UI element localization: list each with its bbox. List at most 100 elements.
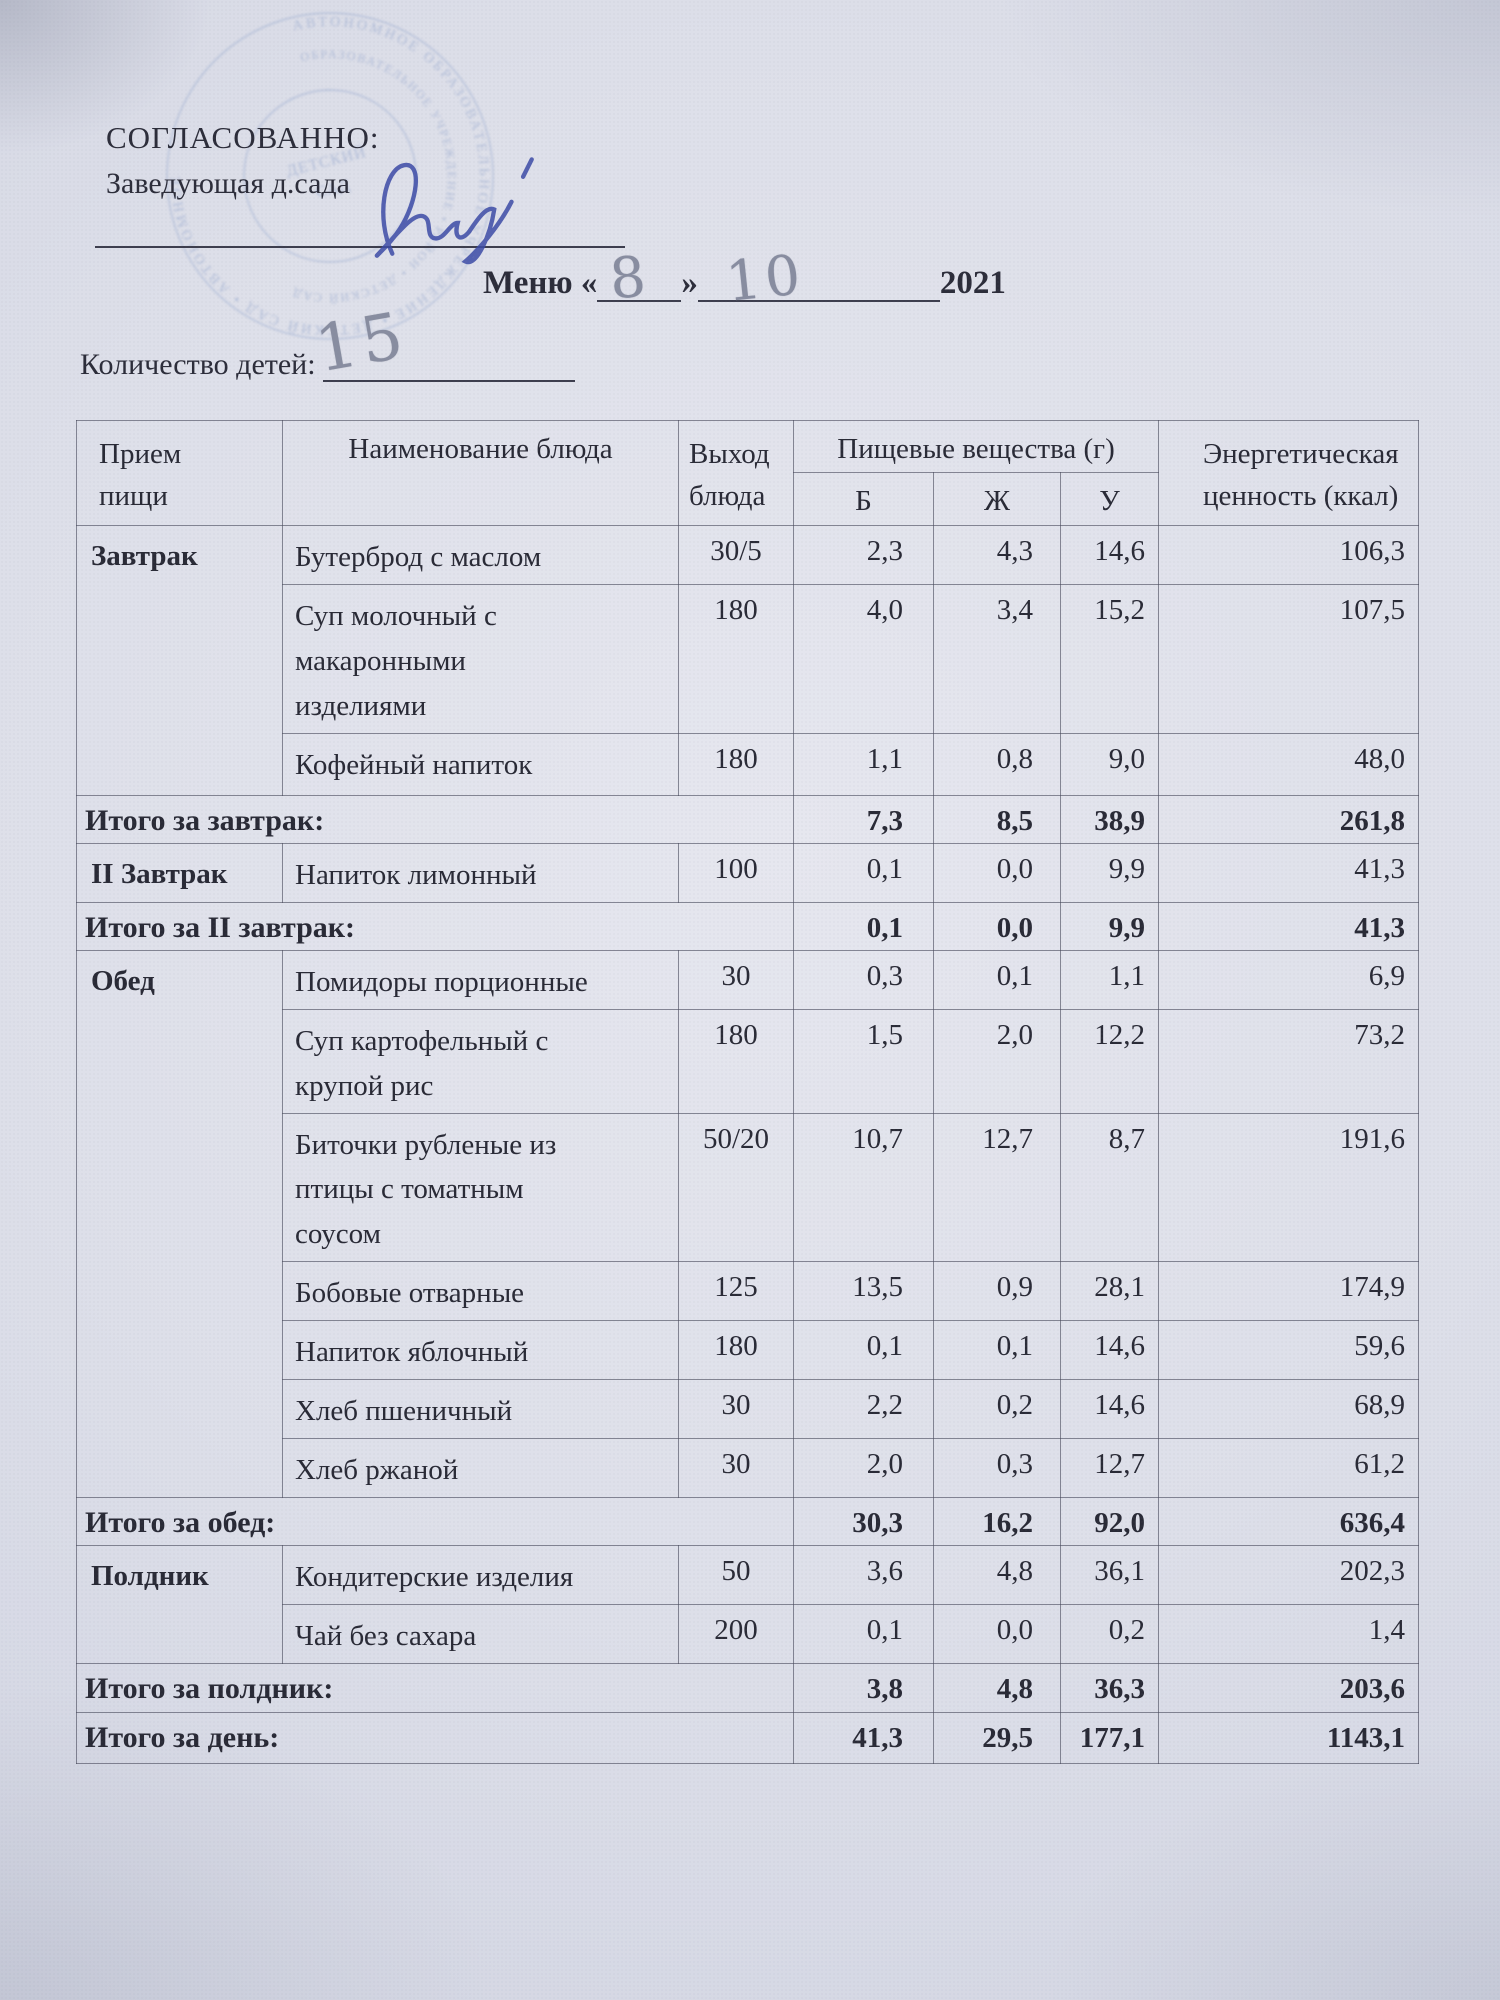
meal-cell: Обед xyxy=(76,949,283,1499)
carbs-total: 9,9 xyxy=(1059,901,1160,951)
fat-cell: 0,3 xyxy=(933,1438,1061,1499)
carbs-total: 36,3 xyxy=(1059,1662,1160,1713)
header-fat: Ж xyxy=(933,472,1061,526)
children-count-line: Количество детей: xyxy=(80,344,576,382)
total-label: Итого за полдник: xyxy=(76,1662,794,1713)
stamp-inner-circle xyxy=(243,89,417,263)
dish-cell: Бутерброд с маслом xyxy=(282,525,679,585)
dish-cell: Хлеб пшеничный xyxy=(282,1379,679,1440)
energy-cell: 59,6 xyxy=(1158,1320,1420,1381)
snack-total-row: Итого за полдник: 3,8 4,8 36,3 203,6 xyxy=(76,1662,1420,1713)
fat-cell: 12,7 xyxy=(933,1112,1061,1263)
fat-cell: 0,1 xyxy=(933,949,1061,1010)
dish-cell: Напиток яблочный xyxy=(282,1320,679,1381)
menu-day-blank xyxy=(597,262,682,302)
energy-cell: 202,3 xyxy=(1158,1545,1420,1605)
dish-cell: Бобовые отварные xyxy=(282,1261,679,1322)
total-label: Итого за обед: xyxy=(76,1497,794,1547)
energy-cell: 106,3 xyxy=(1158,525,1420,585)
carbs-cell: 28,1 xyxy=(1059,1261,1160,1322)
carbs-day-total: 177,1 xyxy=(1059,1711,1160,1764)
dish-name: Кофейный напиток xyxy=(295,748,533,781)
fat-cell: 4,8 xyxy=(933,1545,1061,1605)
energy-cell: 174,9 xyxy=(1158,1261,1420,1322)
protein-cell: 1,5 xyxy=(793,1008,934,1114)
protein-total: 30,3 xyxy=(793,1497,934,1547)
carbs-cell: 15,2 xyxy=(1059,583,1160,734)
table-row: Обед Помидоры порционные 30 0,3 0,1 1,1 … xyxy=(76,949,1420,1499)
energy-total: 261,8 xyxy=(1158,794,1420,844)
fat-cell: 3,4 xyxy=(933,583,1061,734)
dish-name: Бобовые отварные xyxy=(295,1277,525,1310)
energy-cell: 1,4 xyxy=(1158,1604,1420,1664)
fat-cell: 0,2 xyxy=(933,1379,1061,1440)
table-header-row: Прием пищи Наименование блюда Выход блюд… xyxy=(76,420,1420,526)
meal-cell: II Завтрак xyxy=(76,842,283,903)
round-stamp: АВТОНОМНОЕ ОБРАЗОВАТЕЛЬНОЕ УЧРЕЖДЕНИЕ • … xyxy=(135,0,526,371)
second-breakfast-total-row: Итого за II завтрак: 0,1 0,0 9,9 41,3 xyxy=(76,901,1420,951)
carbs-cell: 0,2 xyxy=(1059,1604,1160,1664)
fat-cell: 0,0 xyxy=(933,842,1061,903)
output-cell: 180 xyxy=(678,1008,794,1114)
carbs-cell: 14,6 xyxy=(1059,525,1160,585)
dish-cell: Хлеб ржаной xyxy=(282,1438,679,1499)
fat-total: 4,8 xyxy=(933,1662,1061,1713)
fat-cell: 0,8 xyxy=(933,732,1061,796)
protein-cell: 0,1 xyxy=(793,1320,934,1381)
output-cell: 180 xyxy=(678,732,794,796)
fat-cell: 2,0 xyxy=(933,1008,1061,1114)
dish-name: Напиток яблочный xyxy=(295,1336,529,1369)
table-subheader-row: Б Ж У xyxy=(77,472,1419,526)
energy-total: 636,4 xyxy=(1158,1497,1420,1547)
protein-cell: 1,1 xyxy=(793,732,934,796)
signature-line xyxy=(95,214,625,248)
handwritten-signature xyxy=(374,157,534,265)
output-cell: 125 xyxy=(678,1261,794,1322)
handwritten-children-count: 15 xyxy=(310,298,414,388)
total-label: Итого за завтрак: xyxy=(76,794,794,844)
output-cell: 50/20 xyxy=(678,1112,794,1263)
total-label: Итого за II завтрак: xyxy=(76,901,794,951)
protein-total: 3,8 xyxy=(793,1662,934,1713)
output-cell: 30 xyxy=(678,1379,794,1440)
approval-title: СОГЛАСОВАННО: xyxy=(106,120,380,155)
dish-name: Бутерброд с маслом xyxy=(295,541,542,573)
protein-cell: 0,1 xyxy=(793,1604,934,1664)
dish-cell: Кондитерские изделия xyxy=(282,1545,679,1605)
energy-cell: 6,9 xyxy=(1158,949,1420,1010)
fat-day-total: 29,5 xyxy=(933,1711,1061,1764)
energy-cell: 61,2 xyxy=(1158,1438,1420,1499)
day-total-label: Итого за день: xyxy=(76,1711,794,1764)
carbs-total: 38,9 xyxy=(1059,794,1160,844)
output-cell: 30 xyxy=(678,949,794,1010)
fat-cell: 0,9 xyxy=(933,1261,1061,1322)
carbs-cell: 14,6 xyxy=(1059,1379,1160,1440)
protein-cell: 0,1 xyxy=(793,842,934,903)
header-meal: Прием пищи xyxy=(76,420,283,526)
protein-cell: 2,3 xyxy=(793,525,934,585)
table-row: Суп молочный с макаронными изделиями 180… xyxy=(77,583,1420,734)
dish-cell: Помидоры порционные xyxy=(282,949,679,1010)
meal-cell: Завтрак xyxy=(76,525,283,796)
output-cell: 50 xyxy=(678,1545,794,1605)
approval-subtitle: Заведующая д.сада xyxy=(106,167,350,200)
dish-cell: Биточки рубленые из птицы с томатным соу… xyxy=(282,1112,679,1263)
dish-name: Биточки рубленые из птицы с томатным соу… xyxy=(295,1128,557,1251)
protein-cell: 13,5 xyxy=(793,1261,934,1322)
fat-total: 16,2 xyxy=(933,1497,1061,1547)
header-nutrients-group: Пищевые вещества (г) xyxy=(792,420,1160,473)
table-row: Чай без сахара 200 0,1 0,0 0,2 1,4 xyxy=(77,1604,1420,1664)
output-cell: 200 xyxy=(678,1604,794,1664)
fat-cell: 4,3 xyxy=(933,525,1061,585)
output-cell: 180 xyxy=(678,583,794,734)
energy-cell: 68,9 xyxy=(1158,1379,1420,1440)
dish-name: Кондитерские изделия xyxy=(295,1561,574,1594)
menu-title-line: Меню « » 2021 xyxy=(483,262,1006,302)
table-row: Полдник Кондитерские изделия 50 3,6 4,8 … xyxy=(76,1545,1420,1664)
handwritten-day: 8 xyxy=(607,244,649,313)
energy-cell: 41,3 xyxy=(1158,842,1420,903)
menu-year: 2021 xyxy=(939,265,1006,301)
dish-name: Чай без сахара xyxy=(295,1620,477,1652)
